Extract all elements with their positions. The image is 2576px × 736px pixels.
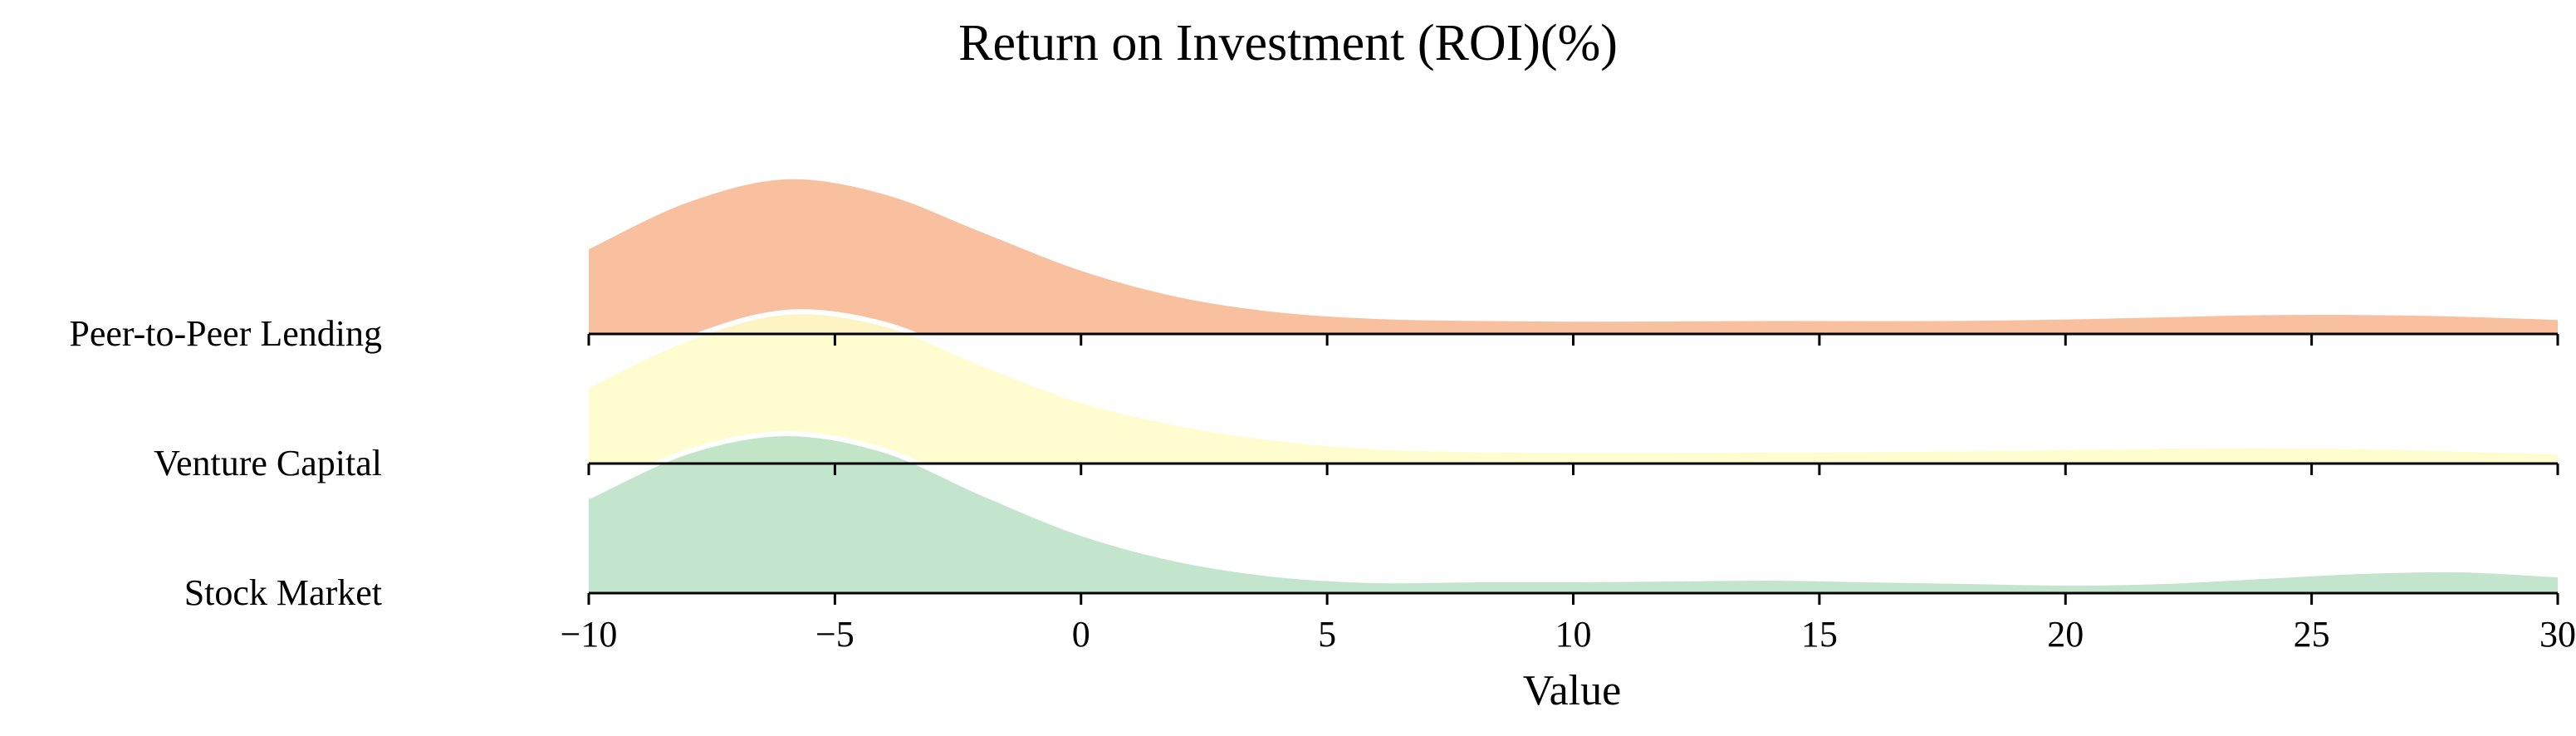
x-tick-label: 20	[2047, 614, 2084, 655]
ridge-area-venture-capital	[589, 312, 2558, 464]
row-label-peer-to-peer-lending: Peer-to-Peer Lending	[69, 313, 382, 354]
x-tick-label: 15	[1801, 614, 1838, 655]
row-label-venture-capital: Venture Capital	[154, 443, 382, 483]
x-tick-label: −10	[561, 614, 618, 655]
x-tick-label: 30	[2539, 614, 2576, 655]
chart-title: Return on Investment (ROI)(%)	[958, 15, 1618, 71]
x-tick-label: 25	[2294, 614, 2330, 655]
x-tick-label: 10	[1555, 614, 1592, 655]
ridges-layer	[587, 179, 2559, 593]
axes-layer: Peer-to-Peer Lending Venture Capital Stock…	[69, 313, 2576, 655]
ridge-area-stock-market	[589, 433, 2558, 593]
ridge-edge-venture-capital	[587, 309, 2559, 454]
x-tick-label: 0	[1072, 614, 1090, 655]
row-label-stock-market: Stock Market	[184, 572, 382, 613]
x-tick-label: −5	[815, 614, 855, 655]
x-tick-label: 5	[1318, 614, 1336, 655]
x-axis-label: Value	[1523, 667, 1621, 714]
ridge-edge-stock-market	[587, 430, 2559, 586]
ridge-area-peer-to-peer-lending	[589, 179, 2558, 334]
